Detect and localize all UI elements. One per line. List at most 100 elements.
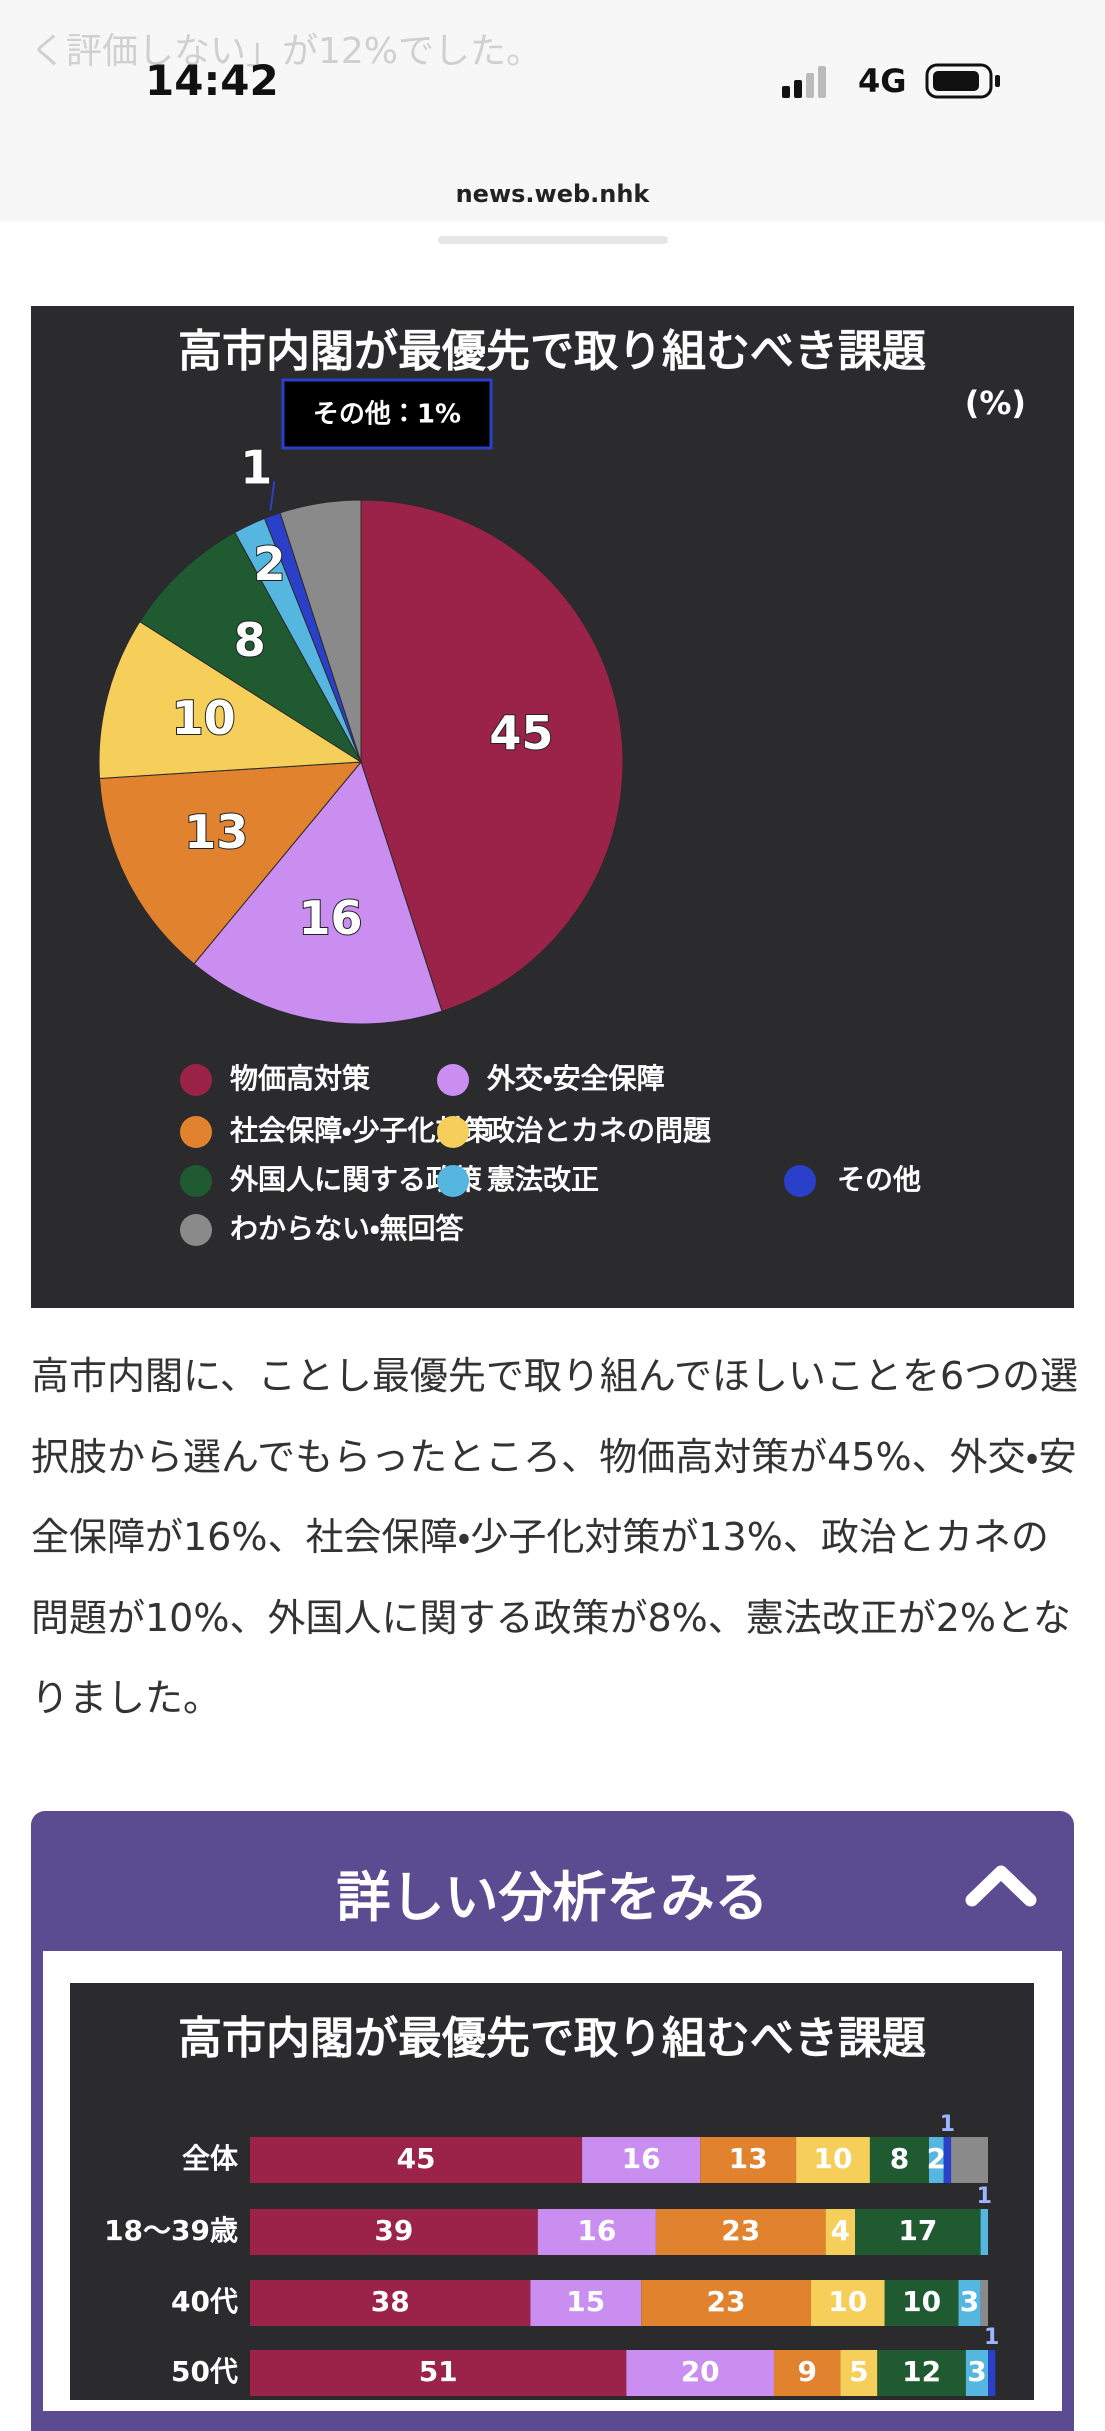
chart-background	[70, 1983, 1034, 2400]
data-label: 4	[831, 2214, 850, 2247]
scrolled-text: く評価しない」が12%でした。	[30, 31, 543, 72]
legend-label: その他	[837, 1163, 921, 1196]
bar-segment	[980, 2209, 988, 2255]
unit-label: (%)	[965, 384, 1026, 422]
legend-swatch	[180, 1214, 212, 1246]
bar-segment	[928, 2137, 944, 2183]
bar-segment	[810, 2280, 885, 2326]
bar-segment	[869, 2137, 929, 2183]
bar-segment	[855, 2209, 981, 2255]
tooltip: その他：1%	[313, 400, 461, 430]
bar-segment	[958, 2280, 981, 2326]
data-label: 10	[814, 2142, 853, 2175]
bar-segment	[530, 2280, 642, 2326]
bar-segment	[825, 2209, 856, 2255]
legend-label: 憲法改正	[487, 1163, 599, 1196]
data-label: 10	[828, 2285, 867, 2318]
legend-label: 政治とカネの問題	[487, 1114, 712, 1147]
tooltip-box	[281, 378, 493, 450]
bar-segment	[988, 2350, 996, 2396]
scroll-indicator	[438, 236, 668, 244]
legend-swatch	[437, 1116, 469, 1148]
pie-slice	[139, 531, 362, 763]
data-label: 16	[622, 2142, 661, 2175]
bar-segment	[951, 2137, 988, 2183]
pie-slice	[360, 499, 624, 1012]
data-label: 8	[234, 613, 266, 667]
data-label: 23	[721, 2214, 760, 2247]
bar-segment	[840, 2350, 878, 2396]
bar-segment	[943, 2137, 952, 2183]
data-label: 17	[898, 2214, 937, 2247]
data-label: 9	[797, 2355, 816, 2388]
article-paragraph: 高市内閣に、ことし最優先で取り組んでほしいことを6つの選択肢から選んでもらったと…	[31, 1354, 1079, 1720]
data-label: 1	[984, 2325, 999, 2350]
y-tick-label: 50代	[171, 2355, 238, 2388]
legend-swatch	[437, 1064, 469, 1096]
legend-swatch	[784, 1165, 816, 1197]
data-label: 23	[707, 2285, 746, 2318]
clock: 14:42	[145, 56, 279, 105]
data-label: 8	[890, 2142, 909, 2175]
network-type: 4G	[858, 62, 907, 100]
bar-segment	[700, 2137, 797, 2183]
data-label: 20	[681, 2355, 720, 2388]
data-label: 10	[172, 691, 236, 745]
bar-segment	[582, 2137, 701, 2183]
bar-segment	[980, 2280, 988, 2326]
pie-chart: 高市内閣が最優先で取り組むべき課題 (%) 45 16 13 10 8 2 1 その他：1% 物…	[31, 306, 1074, 1308]
data-label: 16	[299, 891, 363, 945]
bar-segment	[641, 2280, 811, 2326]
legend-swatch	[180, 1165, 212, 1197]
url[interactable]: news.web.nhk	[455, 180, 650, 208]
data-label: 38	[371, 2285, 410, 2318]
bar-segment	[655, 2209, 826, 2255]
pie-slice	[279, 499, 362, 763]
bar-segment	[877, 2350, 966, 2396]
data-label: 39	[374, 2214, 413, 2247]
leader-line	[269, 480, 276, 511]
data-label: 3	[967, 2355, 986, 2388]
pie-slice	[98, 761, 363, 965]
data-label: 2	[927, 2142, 946, 2175]
data-label: 3	[960, 2285, 979, 2318]
browser-bar	[0, 0, 1105, 222]
data-label: 45	[397, 2142, 436, 2175]
bar-segment	[884, 2280, 959, 2326]
data-label: 12	[902, 2355, 941, 2388]
bar-segment	[965, 2350, 988, 2396]
legend-swatch	[180, 1064, 212, 1096]
legend-swatch	[180, 1116, 212, 1148]
bar-segment	[250, 2350, 627, 2396]
legend-label: 外交・安全保障	[486, 1062, 665, 1095]
y-tick-label: 40代	[171, 2285, 238, 2318]
legend-label: 物価高対策	[230, 1062, 370, 1095]
bar-segment	[796, 2137, 870, 2183]
y-tick-label: 全体	[182, 2142, 239, 2175]
battery-icon	[925, 63, 1000, 99]
signal-icon	[782, 66, 826, 98]
data-label: 1	[240, 441, 272, 495]
bar-segment	[773, 2350, 841, 2396]
data-label: 13	[184, 805, 248, 859]
pie-slice	[98, 620, 363, 779]
bar-segment	[250, 2209, 538, 2255]
legend-label: わからない・無回答	[230, 1212, 465, 1245]
data-label: 1	[940, 2112, 955, 2137]
y-tick-label: 18〜39歳	[104, 2214, 238, 2247]
bar-segment	[250, 2280, 531, 2326]
bar-segment	[537, 2209, 656, 2255]
data-label: 5	[849, 2355, 868, 2388]
data-label: 15	[566, 2285, 605, 2318]
data-label: 2	[254, 537, 286, 591]
data-label: 13	[729, 2142, 768, 2175]
legend-swatch	[437, 1165, 469, 1197]
collapse-chevron[interactable]	[964, 1862, 1038, 1908]
bar-segment	[250, 2137, 583, 2183]
panel-toggle[interactable]: 詳しい分析をみる	[336, 1866, 769, 1929]
data-label: 51	[419, 2355, 458, 2388]
data-label: 1	[977, 2184, 992, 2209]
bar-segment	[626, 2350, 774, 2396]
